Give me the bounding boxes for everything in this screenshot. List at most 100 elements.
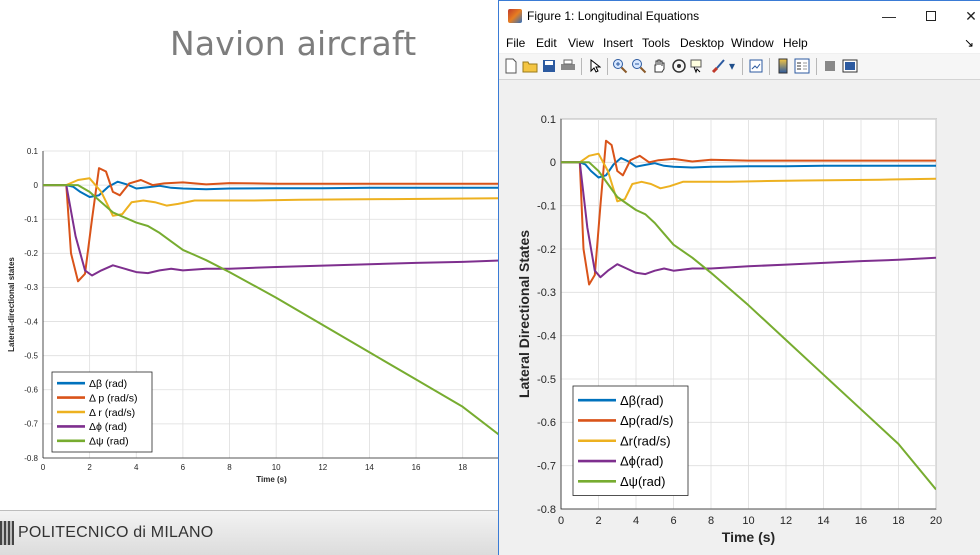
brush-icon[interactable] bbox=[710, 58, 726, 74]
y-tick-label: -0.6 bbox=[24, 386, 38, 395]
menu-bar: File Edit View Insert Tools Desktop Wind… bbox=[499, 33, 980, 53]
maximize-icon bbox=[926, 11, 936, 21]
menu-tools[interactable]: Tools bbox=[642, 36, 671, 50]
y-tick-label: -0.6 bbox=[537, 417, 556, 429]
window-chart[interactable]: 0.10-0.1-0.2-0.3-0.4-0.5-0.6-0.7-0.80 2 4 6… bbox=[499, 81, 980, 555]
insert-colorbar-icon[interactable] bbox=[775, 58, 791, 74]
toolbar-separator bbox=[607, 58, 608, 75]
figure-canvas[interactable]: 0.1 0 -0.1 -0.2 -0.3 -0.4 -0.5 -0.6 -0.7 -0.8 0 2 4 6… bbox=[499, 81, 980, 555]
x-tick-label: 14 bbox=[365, 463, 374, 472]
y-tick-label: 0.1 bbox=[27, 147, 39, 156]
open-file-icon[interactable] bbox=[522, 58, 538, 74]
rotate-3d-icon[interactable] bbox=[671, 58, 687, 74]
y-tick-label: -0.7 bbox=[537, 461, 556, 473]
series-line-phi bbox=[561, 161, 936, 279]
link-plot-icon[interactable] bbox=[748, 58, 764, 74]
slide-chart: 0.10-0.1-0.2-0.3-0.4-0.5-0.6-0.7-0.80 2 4 6… bbox=[7, 147, 500, 484]
x-tick-label: 20 bbox=[930, 515, 942, 527]
x-tick-label: 8 bbox=[708, 515, 714, 527]
pan-icon[interactable] bbox=[651, 58, 667, 74]
new-figure-icon[interactable] bbox=[503, 58, 519, 74]
toolbar-separator bbox=[581, 58, 582, 75]
menu-view[interactable]: View bbox=[568, 36, 594, 50]
x-tick-label: 2 bbox=[87, 463, 92, 472]
edit-plot-icon[interactable] bbox=[587, 58, 603, 74]
legend-label-psi: Δψ (rad) bbox=[89, 436, 129, 448]
x-tick-label: 4 bbox=[633, 515, 639, 527]
legend-label-r: Δr(rad/s) bbox=[620, 433, 671, 448]
y-axis-label: Lateral-directional states bbox=[7, 257, 16, 352]
x-tick-label: 6 bbox=[670, 515, 676, 527]
matlab-icon bbox=[508, 9, 522, 23]
window-titlebar[interactable]: Figure 1: Longitudinal Equations — ✕ bbox=[499, 1, 980, 33]
university-logo-icon bbox=[0, 521, 14, 545]
legend-label-phi: Δϕ(rad) bbox=[620, 454, 663, 469]
legend-label-beta: Δβ (rad) bbox=[89, 378, 127, 390]
x-tick-label: 16 bbox=[855, 515, 867, 527]
hide-plot-tools-icon[interactable] bbox=[822, 58, 838, 74]
toolbar-separator bbox=[816, 58, 817, 75]
legend-label-p: Δ p (rad/s) bbox=[89, 392, 137, 404]
x-tick-label: 2 bbox=[595, 515, 601, 527]
menu-window[interactable]: Window bbox=[731, 36, 774, 50]
menu-help[interactable]: Help bbox=[783, 36, 808, 50]
series-line-r bbox=[561, 152, 936, 203]
menu-insert[interactable]: Insert bbox=[603, 36, 634, 50]
minimize-button[interactable]: — bbox=[882, 8, 896, 24]
menu-edit[interactable]: Edit bbox=[536, 36, 557, 50]
x-tick-label: 0 bbox=[558, 515, 564, 527]
menu-overflow-icon[interactable]: ↘ bbox=[963, 36, 974, 50]
y-tick-label: -0.3 bbox=[24, 283, 38, 292]
y-tick-label: -0.4 bbox=[537, 331, 556, 343]
x-tick-label: 18 bbox=[892, 515, 904, 527]
x-tick-label: 6 bbox=[181, 463, 186, 472]
x-tick-label: 18 bbox=[458, 463, 467, 472]
maximize-button[interactable] bbox=[909, 1, 953, 33]
slide-footer: POLITECNICO di MILANO bbox=[0, 510, 500, 555]
figure-window[interactable]: Figure 1: Longitudinal Equations — ✕ Fil… bbox=[498, 0, 980, 555]
y-tick-label: 0 bbox=[34, 181, 39, 190]
data-cursor-icon[interactable] bbox=[690, 58, 706, 74]
x-tick-label: 12 bbox=[318, 463, 327, 472]
x-tick-label: 8 bbox=[227, 463, 232, 472]
zoom-in-icon[interactable] bbox=[612, 58, 628, 74]
slide-title: Navion aircraft bbox=[170, 24, 417, 63]
y-tick-label: -0.8 bbox=[24, 454, 38, 463]
y-tick-label: 0 bbox=[550, 157, 556, 169]
print-icon[interactable] bbox=[560, 58, 576, 74]
y-tick-label: -0.4 bbox=[24, 317, 38, 326]
y-tick-label: -0.8 bbox=[537, 504, 556, 516]
footer-text: POLITECNICO di MILANO bbox=[18, 524, 214, 541]
legend-label-phi: Δϕ (rad) bbox=[89, 421, 127, 433]
series-line-p bbox=[43, 167, 500, 283]
window-title: Figure 1: Longitudinal Equations bbox=[527, 9, 700, 23]
series-line-phi bbox=[43, 184, 500, 277]
y-tick-label: -0.3 bbox=[537, 287, 556, 299]
zoom-out-icon[interactable] bbox=[631, 58, 647, 74]
series-line-r bbox=[43, 177, 500, 217]
x-tick-label: 12 bbox=[780, 515, 792, 527]
y-tick-label: -0.5 bbox=[24, 351, 38, 360]
series-line-psi bbox=[561, 161, 936, 491]
insert-legend-icon[interactable] bbox=[794, 58, 810, 74]
menu-desktop[interactable]: Desktop bbox=[680, 36, 725, 50]
close-button[interactable]: ✕ bbox=[965, 8, 977, 24]
legend-label-r: Δ r (rad/s) bbox=[89, 407, 135, 419]
legend-label-psi: Δψ(rad) bbox=[620, 474, 665, 489]
x-tick-label: 4 bbox=[134, 463, 139, 472]
brush-dropdown-icon[interactable]: ▾ bbox=[728, 59, 736, 73]
series-line-psi bbox=[43, 184, 500, 437]
legend-label-beta: Δβ(rad) bbox=[620, 393, 664, 408]
series-line-beta bbox=[561, 157, 936, 179]
y-axis-label: Lateral Directional States bbox=[516, 230, 532, 398]
x-tick-label: 0 bbox=[41, 463, 46, 472]
toolbar-separator bbox=[742, 58, 743, 75]
series-line-p bbox=[561, 139, 936, 286]
legend-label-p: Δp(rad/s) bbox=[620, 413, 673, 428]
y-tick-label: 0.1 bbox=[541, 114, 556, 126]
y-tick-label: -0.2 bbox=[537, 244, 556, 256]
save-icon[interactable] bbox=[541, 58, 557, 74]
menu-file[interactable]: File bbox=[506, 36, 526, 50]
show-plot-tools-icon[interactable] bbox=[842, 58, 858, 74]
